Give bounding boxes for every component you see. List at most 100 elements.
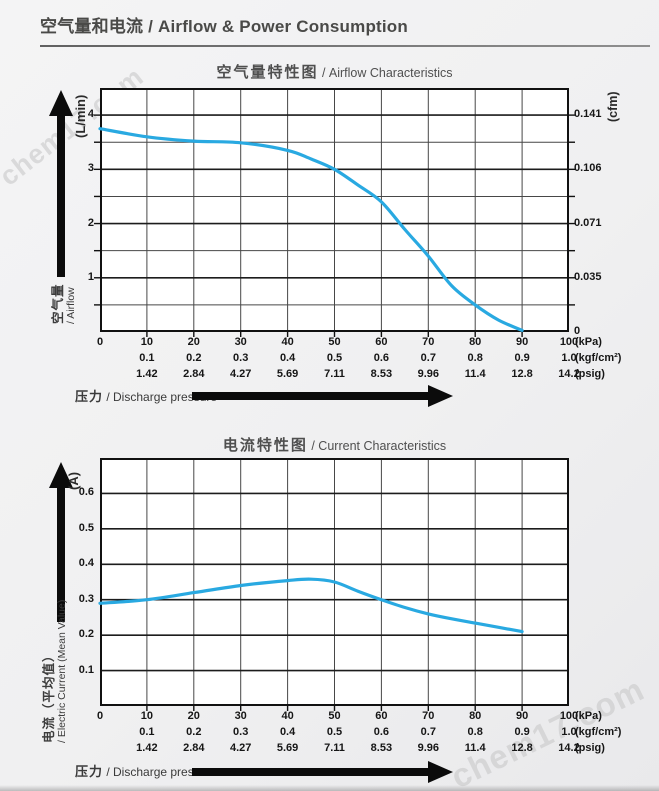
pressure-arrow-bar [192, 392, 428, 400]
y-tick-label: 0.2 [78, 628, 94, 641]
x-tick-label: 0.1 [139, 352, 155, 364]
x-tick-label: 7.11 [324, 742, 345, 754]
y-tick-label: 3 [87, 162, 94, 175]
x-tick-label: 8.53 [370, 368, 393, 380]
x-tick-label: 90 [515, 336, 529, 348]
plot-border [100, 88, 569, 332]
current-plot [98, 458, 569, 711]
x-tick-label: 14.2 [558, 368, 580, 380]
x-tick-label: 40 [281, 336, 294, 348]
secondary-y-tick-label: 0.071 [574, 216, 602, 229]
airflow-axis-name-en: / Airflow [65, 287, 77, 324]
pressure-label-zh: 压力 [75, 764, 104, 779]
discharge-pressure-label: 压力 / Discharge pressure [75, 386, 217, 406]
x-tick-label: 1.42 [136, 368, 158, 380]
x-unit-label: (psig) [575, 368, 605, 380]
airflow-chart-title-zh: 空气量特性图 [216, 64, 319, 81]
y-axis-up-arrow-bar [57, 112, 65, 277]
page-title: 空气量和电流 / Airflow & Power Consumption [40, 12, 408, 37]
x-tick-label: 12.8 [511, 742, 533, 754]
y-tick-label: 0.3 [78, 592, 94, 605]
x-tick-label: 10 [140, 336, 154, 348]
x-tick-label: 10 [140, 710, 154, 722]
y-tick-label: 2 [87, 216, 94, 229]
plot-border [100, 458, 569, 706]
x-tick-label: 11.4 [464, 742, 486, 754]
x-tick-label: 5.69 [276, 742, 299, 754]
x-tick-label: 1.0 [561, 726, 577, 738]
x-tick-label: 70 [422, 710, 435, 722]
x-tick-label: 0.9 [514, 726, 530, 738]
current-chart-title-en: / Current Characteristics [307, 439, 447, 453]
pressure-arrow-head-icon [428, 385, 453, 407]
x-tick-label: 0.4 [279, 726, 296, 738]
y-axis-up-arrow-icon [49, 462, 73, 488]
current-chart-title-zh: 电流特性图 [222, 437, 308, 454]
secondary-y-tick-label: 0.106 [574, 162, 602, 175]
x-tick-label: 2.84 [183, 742, 205, 754]
x-tick-label: 0.1 [139, 726, 155, 738]
x-tick-label: 100 [559, 336, 579, 348]
x-tick-label: 0.3 [233, 726, 249, 738]
x-tick-label: 12.8 [511, 368, 533, 380]
title-divider [40, 45, 650, 47]
x-tick-label: 0.9 [514, 352, 530, 364]
y-tick-label: 0.6 [78, 486, 94, 499]
x-tick-label: 14.2 [558, 742, 580, 754]
pressure-label-zh: 压力 [75, 389, 104, 404]
secondary-y-tick-label: 0.141 [574, 108, 602, 121]
x-tick-label: 0 [96, 710, 104, 722]
discharge-pressure-label: 压力 / Discharge pressure [75, 761, 217, 781]
current-chart-title: 电流特性图 / Current Characteristics [100, 434, 569, 455]
x-tick-label: 1.42 [136, 742, 158, 754]
x-tick-label: 5.69 [276, 368, 299, 380]
x-tick-label: 2.84 [183, 368, 205, 380]
x-tick-label: 30 [234, 710, 247, 722]
pressure-arrow-bar [192, 768, 428, 776]
x-tick-label: 0 [96, 336, 104, 348]
airflow-chart-title-en: / Airflow Characteristics [318, 66, 453, 80]
secondary-y-tick-label: 0 [574, 325, 581, 337]
airflow-axis-name-zh: 空气量 [51, 283, 65, 324]
y-axis-up-arrow-bar [57, 484, 65, 622]
x-unit-label: (kgf/cm²) [575, 726, 622, 738]
x-tick-label: 7.11 [324, 368, 345, 380]
x-tick-label: 9.96 [417, 368, 439, 380]
x-tick-label: 0.7 [420, 352, 436, 364]
x-tick-label: 9.96 [417, 742, 439, 754]
x-tick-label: 40 [281, 710, 294, 722]
airflow-plot [94, 88, 575, 337]
airflow-curve [98, 127, 524, 332]
x-tick-label: 0.6 [373, 352, 390, 364]
x-tick-label: 60 [375, 336, 388, 348]
y-tick-label: 0.4 [78, 557, 94, 570]
page-title-zh: 空气量和电流 [40, 17, 144, 36]
x-tick-label: 90 [515, 710, 529, 722]
x-tick-label: 0.8 [467, 352, 483, 364]
y-tick-label: 0.5 [78, 521, 94, 534]
x-tick-label: 50 [328, 336, 341, 348]
x-tick-label: 20 [187, 336, 200, 348]
airflow-chart-title: 空气量特性图 / Airflow Characteristics [100, 61, 569, 82]
x-tick-label: 0.8 [467, 726, 483, 738]
x-tick-label: 30 [234, 336, 247, 348]
x-tick-label: 50 [328, 710, 341, 722]
x-tick-label: 1.0 [561, 352, 577, 364]
x-tick-label: 11.4 [464, 368, 486, 380]
x-tick-label: 0.7 [420, 726, 436, 738]
airflow-axis-name: 空气量 / Airflow [51, 283, 78, 324]
x-tick-label: 20 [187, 710, 200, 722]
x-tick-label: 4.27 [229, 742, 252, 754]
x-tick-label: 8.53 [370, 742, 393, 754]
current-curve [98, 577, 524, 634]
y-axis-up-arrow-icon [49, 90, 73, 116]
x-tick-label: 0.4 [279, 352, 296, 364]
x-tick-label: 0.5 [326, 726, 343, 738]
x-tick-label: 4.27 [229, 368, 252, 380]
x-tick-label: 0.2 [186, 726, 202, 738]
page-title-en: / Airflow & Power Consumption [143, 17, 408, 36]
y-tick-label: 1 [87, 270, 94, 283]
x-tick-label: 0.3 [233, 352, 249, 364]
x-unit-label: (psig) [575, 742, 605, 754]
